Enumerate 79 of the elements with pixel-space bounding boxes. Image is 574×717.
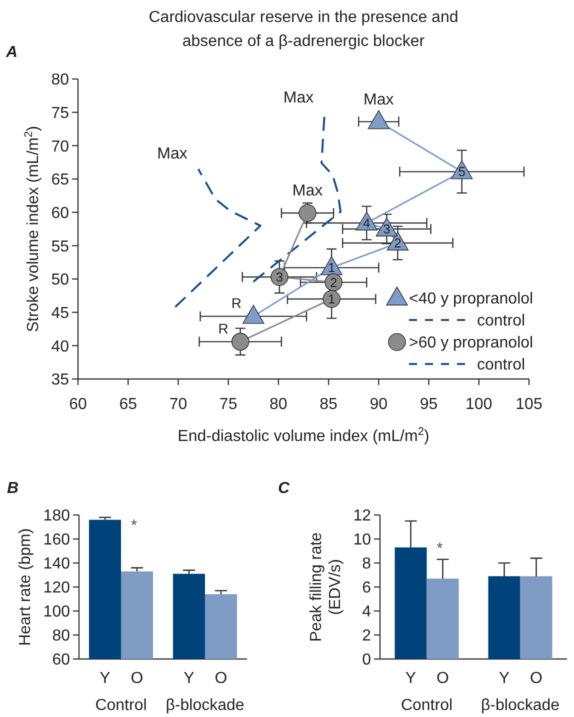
- x-tick-label: 85: [320, 396, 338, 413]
- y-tick-label: 80: [52, 628, 70, 645]
- legend-label: control: [477, 312, 526, 330]
- y-tick-label: 40: [51, 338, 70, 356]
- annotation: *: [130, 518, 138, 535]
- y-tick-label: 60: [51, 204, 70, 222]
- annotation: R: [231, 295, 242, 312]
- y-tick-label: 75: [51, 104, 70, 122]
- bar: [520, 576, 552, 659]
- annotation: 1: [328, 292, 336, 307]
- x-tick-label: 80: [270, 396, 288, 413]
- x-tick-label: 100: [466, 396, 492, 413]
- x-tick-label: Control: [95, 697, 147, 714]
- y-tick-label: 10: [353, 532, 372, 549]
- x-tick-label: β-blockade: [166, 697, 244, 714]
- series-label: O: [130, 670, 144, 687]
- y-tick-label: 55: [51, 238, 70, 256]
- annotation: 3: [276, 270, 284, 285]
- y-tick-label: 60: [52, 652, 70, 669]
- y-tick-label: 2: [362, 628, 372, 645]
- series-label: Y: [100, 670, 111, 687]
- point: [368, 110, 390, 130]
- annotation: 2: [394, 236, 402, 251]
- y-tick-label: 80: [51, 72, 70, 89]
- bar: [488, 576, 520, 659]
- text: C: [278, 480, 290, 497]
- y-axis-title: Peak filling rate (EDV/s): [308, 532, 344, 642]
- x-tick-label: β-blockade: [480, 697, 560, 714]
- y-axis-title: Heart rate (bpm): [17, 528, 34, 646]
- text: B: [7, 480, 19, 497]
- legend-label: >60 y propranolol: [409, 334, 534, 352]
- annotation: 3: [383, 222, 390, 237]
- y-tick-label: 50: [51, 272, 70, 289]
- text: O: [214, 670, 228, 687]
- series-label: Y: [405, 670, 416, 687]
- line-series: [174, 168, 262, 308]
- y-tick-label: 45: [51, 304, 70, 322]
- x-tick-label: 65: [119, 396, 138, 413]
- text: Y: [498, 670, 510, 687]
- text: A: [5, 44, 18, 61]
- x-tick-label: 75: [219, 396, 238, 413]
- y-tick-label: 140: [43, 556, 70, 573]
- x-axis-title: End-diastolic volume index (mL/m$^{2}$): [178, 426, 430, 445]
- legend-label: <40 y propranolol: [409, 290, 534, 308]
- bar: [426, 578, 459, 659]
- bar: [394, 547, 427, 659]
- x-tick-label: 105: [516, 396, 542, 413]
- x-tick-label: 60: [69, 396, 87, 413]
- y-tick-label: 100: [43, 604, 70, 621]
- annotation: Max: [292, 182, 323, 200]
- point: [231, 332, 250, 351]
- x-tick-label: 95: [420, 396, 438, 413]
- annotation: 1: [328, 260, 336, 276]
- text: O: [530, 670, 542, 687]
- y-tick-label: 12: [353, 508, 372, 525]
- text: Y: [184, 670, 194, 687]
- y-tick-label: 0: [362, 652, 372, 669]
- y-tick-label: 35: [51, 372, 70, 389]
- y-tick-label: 65: [51, 172, 70, 189]
- x-tick-label: 70: [169, 396, 188, 413]
- y-tick-label: 6: [362, 580, 372, 597]
- y-tick-label: 70: [51, 138, 70, 156]
- x-tick-label: Control: [400, 697, 453, 714]
- annotation: Max: [283, 90, 314, 107]
- annotation: 5: [458, 164, 466, 180]
- series-label: O: [436, 670, 449, 687]
- y-tick-label: 120: [43, 580, 70, 597]
- annotation: Max: [157, 146, 188, 163]
- y-tick-label: 180: [43, 508, 70, 525]
- y-tick-label: 160: [43, 532, 70, 549]
- y-tick-label: 8: [362, 556, 372, 573]
- chart-title: Cardiovascular reserve in the presence and absence of a β-adrenergic blocker: [148, 9, 458, 50]
- annotation: *: [436, 540, 443, 558]
- annotation: R: [218, 320, 228, 337]
- x-tick-label: 90: [370, 396, 388, 413]
- annotation: 2: [330, 274, 338, 290]
- y-tick-label: 4: [362, 604, 372, 621]
- legend-label: control: [477, 356, 526, 374]
- annotation: Max: [364, 91, 394, 108]
